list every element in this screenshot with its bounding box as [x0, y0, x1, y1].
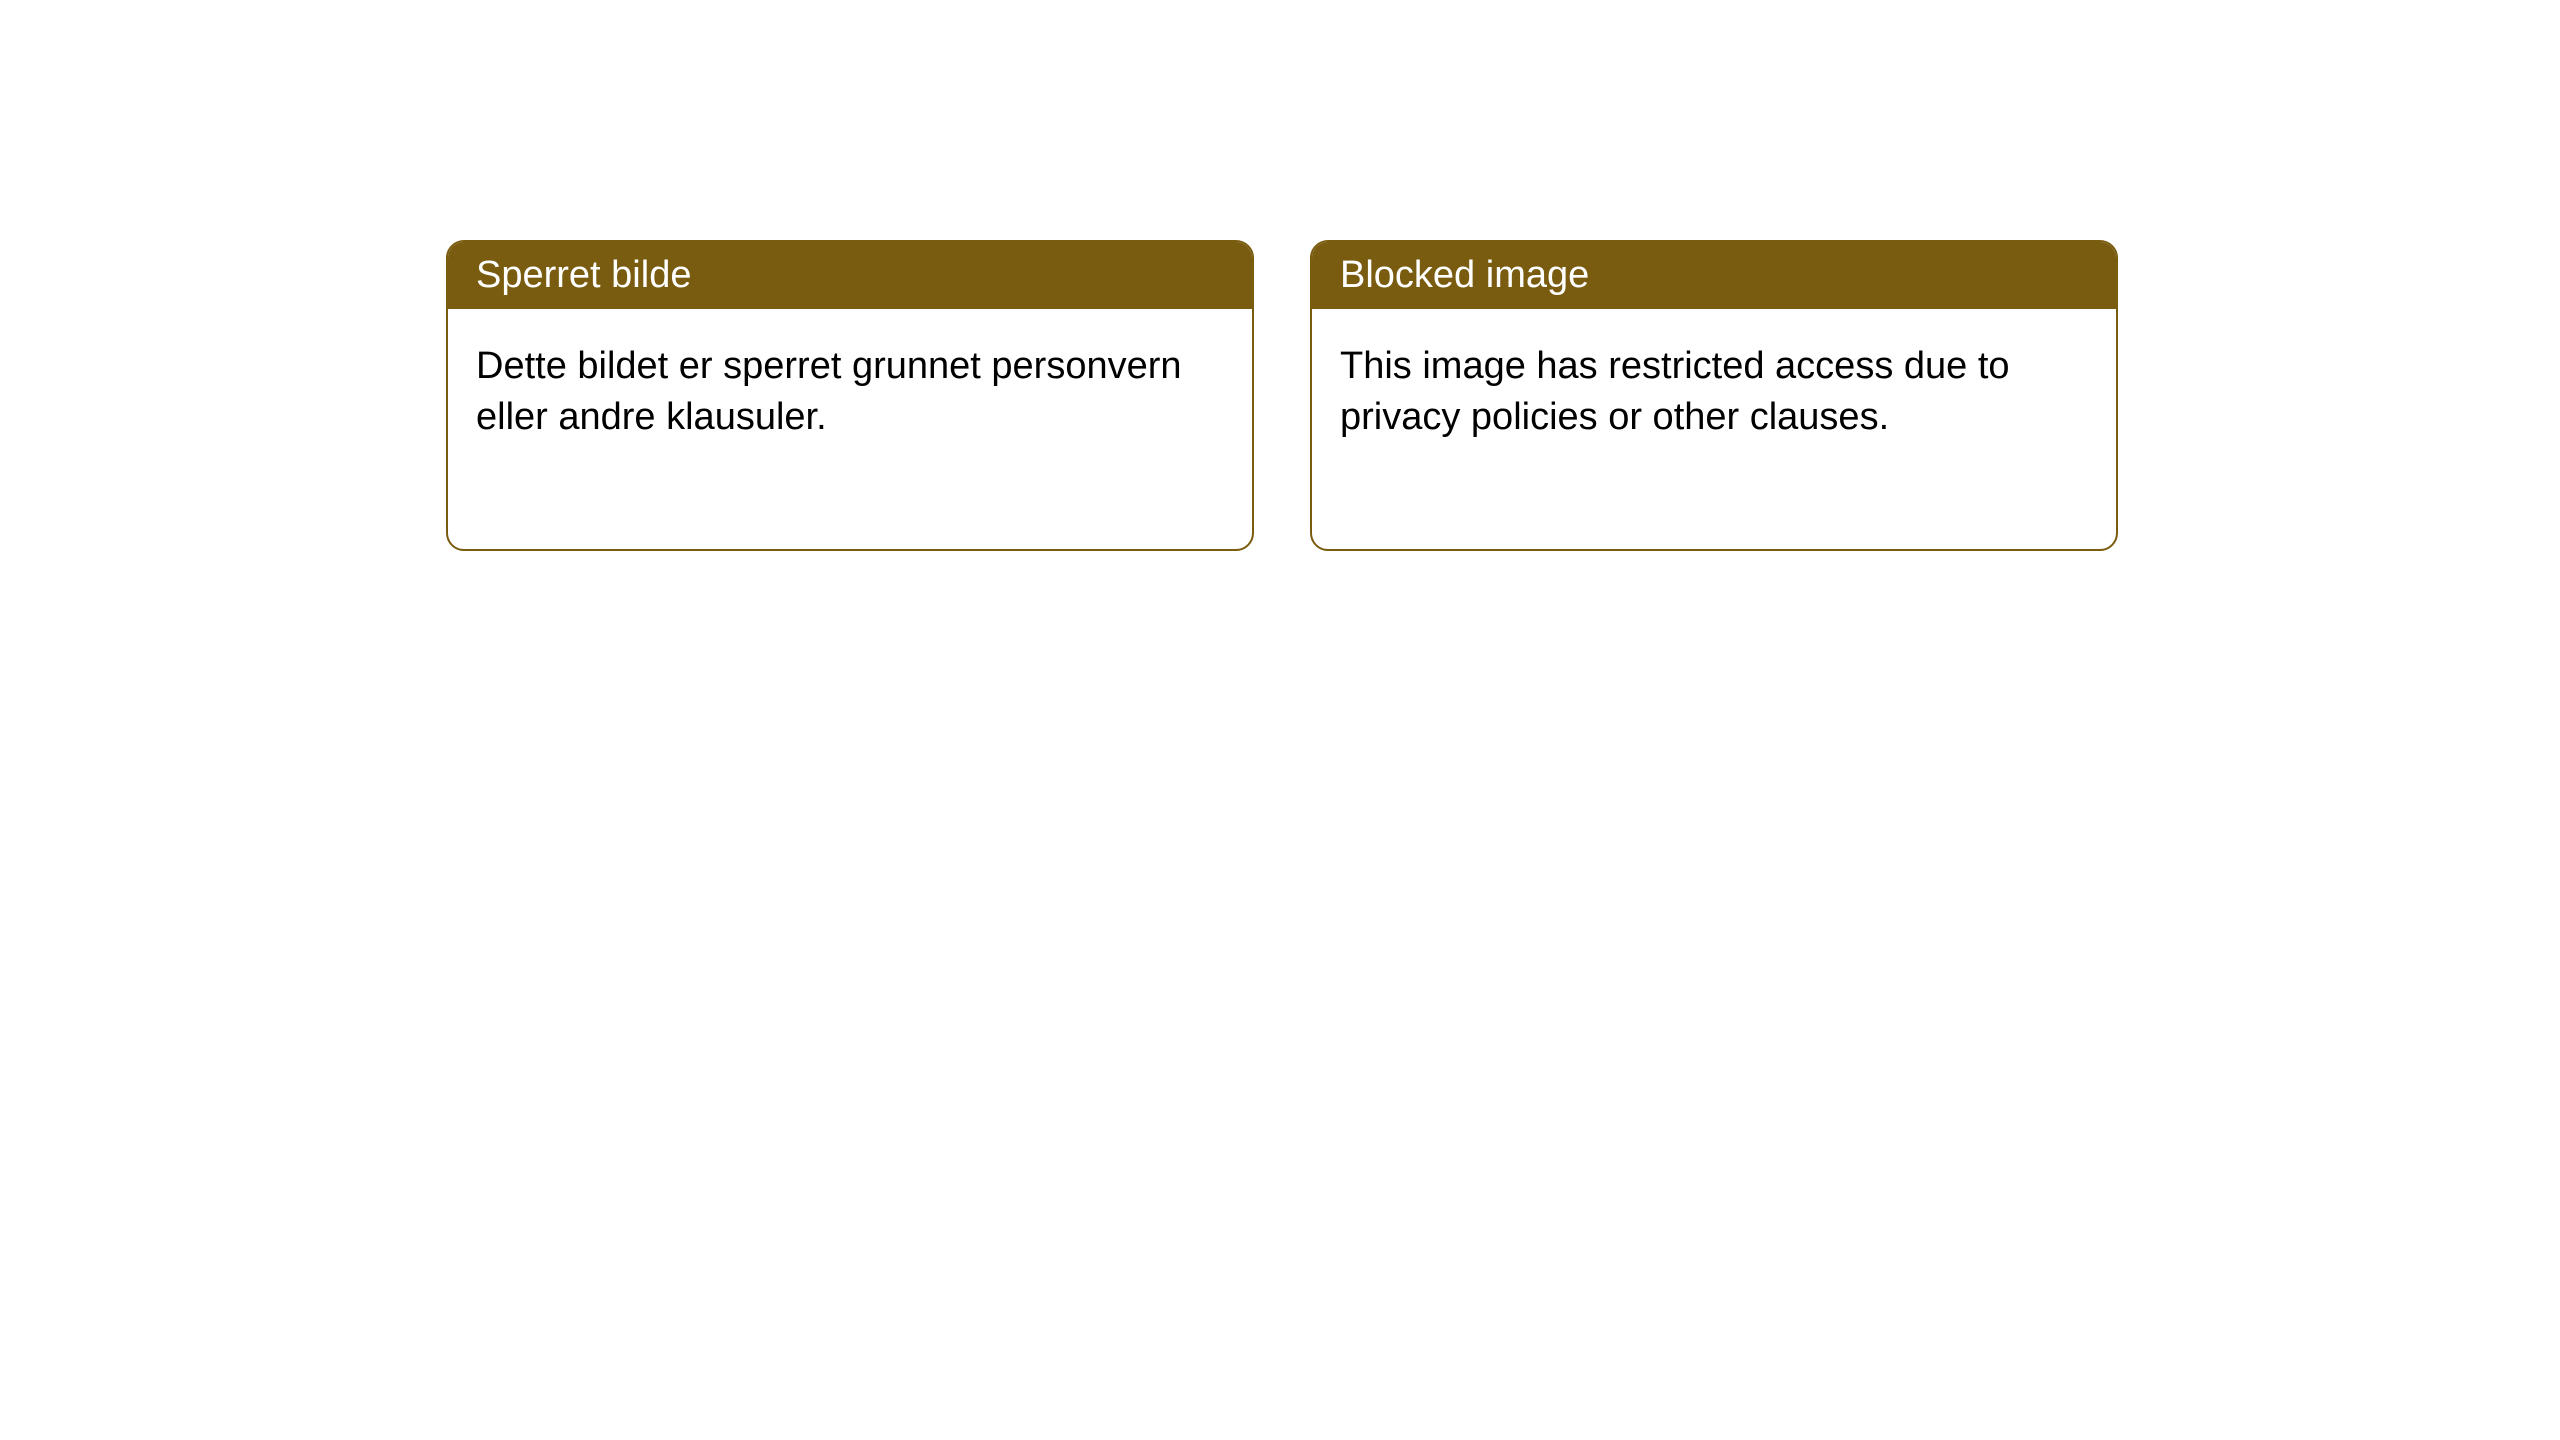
notice-card-body: Dette bildet er sperret grunnet personve…	[448, 309, 1252, 549]
notice-body-text: This image has restricted access due to …	[1340, 345, 2010, 438]
notice-card-header: Sperret bilde	[448, 242, 1252, 309]
notice-card-header: Blocked image	[1312, 242, 2116, 309]
notice-title: Blocked image	[1340, 254, 1589, 296]
notice-title: Sperret bilde	[476, 254, 691, 296]
notice-container: Sperret bilde Dette bildet er sperret gr…	[446, 240, 2118, 551]
notice-card-en: Blocked image This image has restricted …	[1310, 240, 2118, 551]
notice-body-text: Dette bildet er sperret grunnet personve…	[476, 345, 1182, 438]
notice-card-no: Sperret bilde Dette bildet er sperret gr…	[446, 240, 1254, 551]
notice-card-body: This image has restricted access due to …	[1312, 309, 2116, 549]
